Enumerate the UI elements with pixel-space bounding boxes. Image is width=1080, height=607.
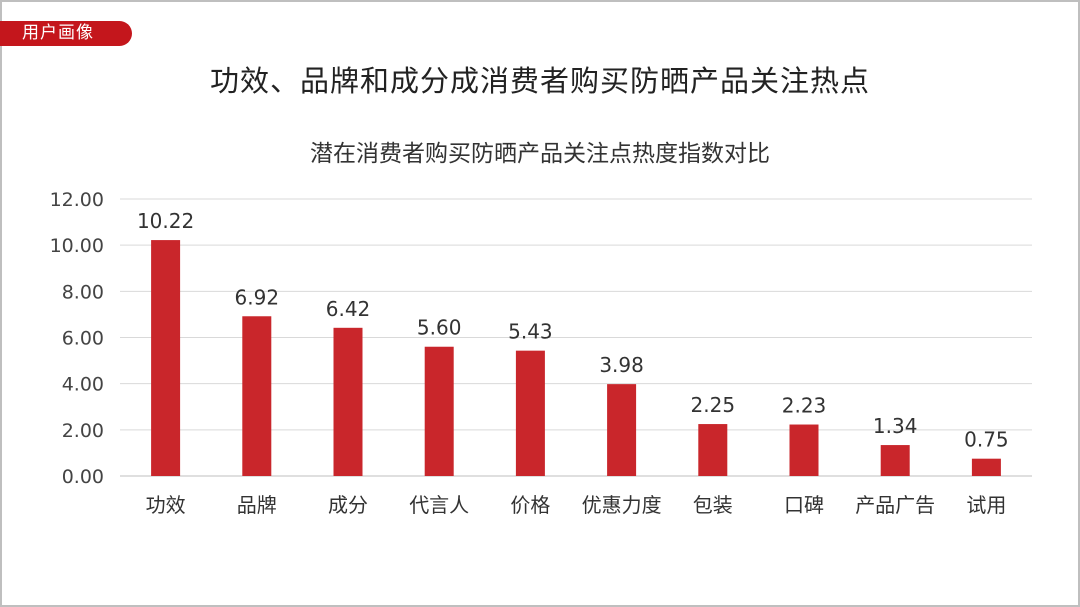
data-label: 6.92: [235, 285, 280, 309]
section-tag: 用户画像: [0, 21, 132, 46]
bar: [880, 445, 910, 476]
data-label: 5.60: [417, 316, 462, 340]
slide-headline: 功效、品牌和成分成消费者购买防晒产品关注热点: [209, 64, 870, 98]
x-tick-label: 功效: [146, 493, 186, 517]
x-axis-ticks: 功效 品牌 成分 代言人 价格 优惠力度 包装 口碑 产品广告 试用: [146, 493, 1007, 517]
bar: [607, 384, 637, 476]
y-tick-label: 0.00: [62, 466, 104, 488]
bar: [971, 458, 1001, 476]
bar: [424, 346, 454, 476]
bar: [515, 350, 545, 476]
bar: [242, 316, 272, 476]
data-label: 2.25: [691, 393, 736, 417]
gridlines: [120, 198, 1032, 477]
bar: [333, 327, 363, 476]
bar: [789, 424, 819, 476]
y-tick-label: 10.00: [50, 235, 104, 257]
x-tick-label: 包装: [693, 493, 733, 517]
y-tick-label: 4.00: [62, 374, 104, 396]
bar: [698, 424, 728, 476]
bars: [151, 240, 1001, 476]
bar: [151, 240, 181, 476]
y-tick-label: 2.00: [62, 420, 104, 442]
x-tick-label: 试用: [966, 493, 1006, 517]
x-tick-label: 价格: [510, 493, 550, 517]
data-label: 10.22: [137, 209, 194, 233]
y-tick-label: 8.00: [62, 281, 104, 303]
y-tick-label: 6.00: [62, 328, 104, 350]
data-label: 0.75: [964, 428, 1009, 452]
x-tick-label: 成分: [328, 493, 368, 517]
data-label: 5.43: [508, 320, 553, 344]
x-tick-label: 品牌: [237, 493, 277, 517]
data-label: 3.98: [599, 353, 644, 377]
value-labels: 10.22 6.92 6.42 5.60 5.43 3.98 2.25 2.23 1.34 0.7…: [137, 209, 1009, 452]
data-label: 1.34: [873, 414, 918, 438]
y-axis-ticks: 0.00 2.00 4.00 6.00 8.00 10.00 12.00: [50, 189, 104, 488]
x-tick-label: 代言人: [409, 493, 469, 517]
data-label: 6.42: [326, 297, 371, 321]
chart-title: 潜在消费者购买防晒产品关注点热度指数对比: [310, 141, 770, 167]
data-label: 2.23: [782, 394, 827, 418]
x-tick-label: 口碑: [784, 493, 824, 517]
x-tick-label: 产品广告: [855, 493, 935, 517]
x-tick-label: 优惠力度: [582, 493, 662, 517]
y-tick-label: 12.00: [50, 189, 104, 211]
